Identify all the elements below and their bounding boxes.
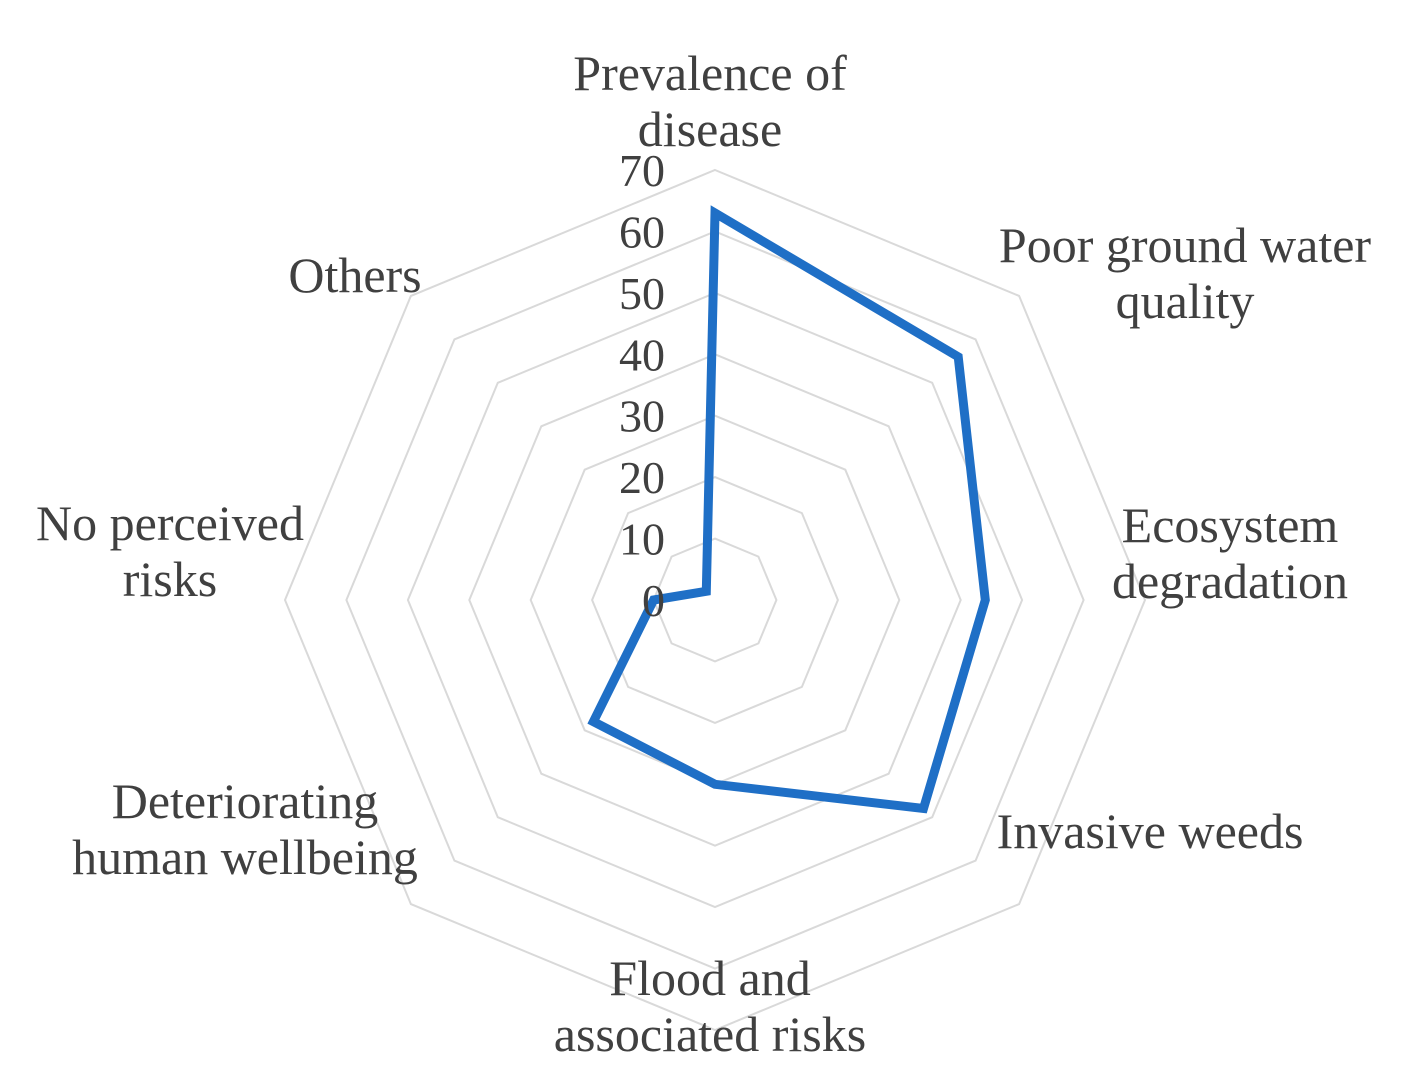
tick-label-30: 30 <box>619 391 665 442</box>
radar-grid <box>283 168 1147 1032</box>
category-label-3: Invasive weeds <box>997 803 1304 859</box>
category-label-line: Prevalence of <box>573 45 847 101</box>
category-label-line: Others <box>288 247 421 303</box>
category-label-4: Flood and associated risks <box>554 950 866 1062</box>
tick-label-70: 70 <box>619 145 665 196</box>
category-label-line: Poor ground water <box>999 217 1371 273</box>
category-label-1: Poor ground water quality <box>999 217 1371 329</box>
category-label-6: No perceived risks <box>36 495 304 607</box>
grid-ring-30 <box>529 414 901 786</box>
tick-label-50: 50 <box>619 268 665 319</box>
category-label-line: human wellbeing <box>72 829 418 885</box>
category-label-5: Deteriorating human wellbeing <box>72 773 418 885</box>
grid-ring-60 <box>345 230 1085 970</box>
radial-tick-labels: 0 10 20 30 40 50 60 70 <box>619 145 665 626</box>
category-label-line: Deteriorating <box>112 773 379 829</box>
tick-label-10: 10 <box>619 514 665 565</box>
category-label-7: Others <box>288 247 421 303</box>
category-label-line: quality <box>1116 273 1255 329</box>
category-label-line: disease <box>638 101 782 157</box>
category-label-line: Flood and <box>609 950 810 1006</box>
series-line <box>587 205 990 814</box>
grid-ring-50 <box>406 291 1024 909</box>
grid-ring-70 <box>283 168 1147 1032</box>
grid-ring-40 <box>468 353 962 847</box>
category-label-line: associated risks <box>554 1006 866 1062</box>
grid-ring-10 <box>652 537 778 663</box>
category-label-line: Ecosystem <box>1122 497 1339 553</box>
category-label-line: No perceived <box>36 495 304 551</box>
radar-series <box>587 205 990 814</box>
category-labels: Prevalence of disease Poor ground water qua… <box>36 45 1371 1062</box>
tick-label-0: 0 <box>642 575 665 626</box>
tick-label-40: 40 <box>619 329 665 380</box>
tick-label-60: 60 <box>619 206 665 257</box>
category-label-line: degradation <box>1112 553 1348 609</box>
category-label-line: Invasive weeds <box>997 803 1304 859</box>
category-label-0: Prevalence of disease <box>573 45 847 157</box>
category-label-line: risks <box>123 551 217 607</box>
grid-ring-20 <box>591 476 839 724</box>
tick-label-20: 20 <box>619 452 665 503</box>
category-label-2: Ecosystem degradation <box>1112 497 1348 609</box>
